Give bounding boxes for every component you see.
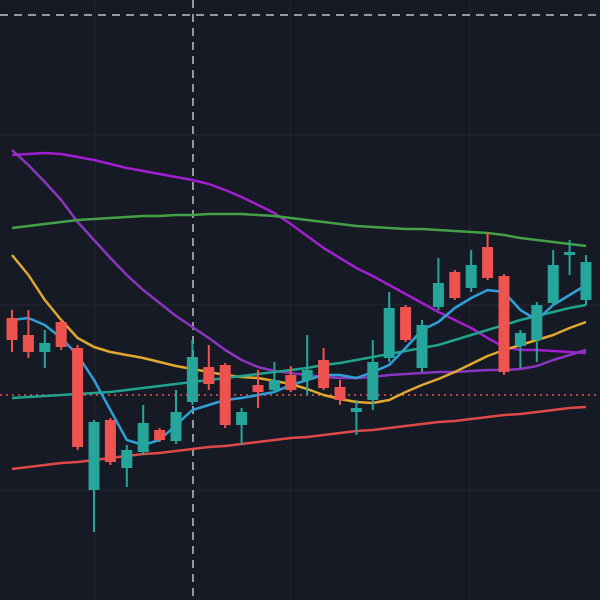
candle-body [154, 430, 166, 440]
candle-body [219, 365, 231, 425]
ma-line [11, 151, 587, 355]
candle-body [39, 343, 51, 352]
ma-line [11, 149, 587, 380]
candle-body [121, 450, 133, 468]
candle-body [104, 420, 116, 462]
candle-body [531, 305, 543, 340]
candle-body [350, 408, 362, 412]
ma-line [11, 254, 587, 405]
candle-body [6, 318, 18, 340]
candle-body [432, 283, 444, 307]
moving-averages [11, 149, 587, 471]
candle-body [449, 272, 461, 298]
ma-line [11, 283, 587, 447]
ma-line [11, 303, 587, 400]
candle-body [580, 262, 592, 300]
candle-body [252, 385, 264, 392]
candle-body [22, 335, 34, 352]
candle-body [72, 348, 84, 447]
candle-body [514, 333, 526, 346]
candle-body [137, 423, 149, 452]
candle-body [318, 360, 330, 388]
candle-body [88, 422, 100, 490]
candle-body [268, 380, 280, 390]
candle-body [498, 276, 510, 372]
candle-body [367, 362, 379, 400]
candle-body [465, 265, 477, 288]
ma-line [11, 212, 587, 248]
candle-body [383, 308, 395, 358]
candle-body [334, 387, 346, 400]
candle-body [186, 357, 198, 402]
candle-body [416, 325, 428, 368]
candle-body [400, 307, 412, 340]
candle-body [301, 370, 313, 380]
candle-body [482, 247, 494, 278]
candle-body [55, 322, 67, 347]
candle-body [203, 367, 215, 384]
candle-body [564, 252, 576, 255]
candle-body [170, 412, 182, 441]
candle-body [285, 375, 297, 390]
candle-body [236, 412, 248, 425]
candles [6, 232, 592, 532]
candle-body [547, 265, 559, 303]
